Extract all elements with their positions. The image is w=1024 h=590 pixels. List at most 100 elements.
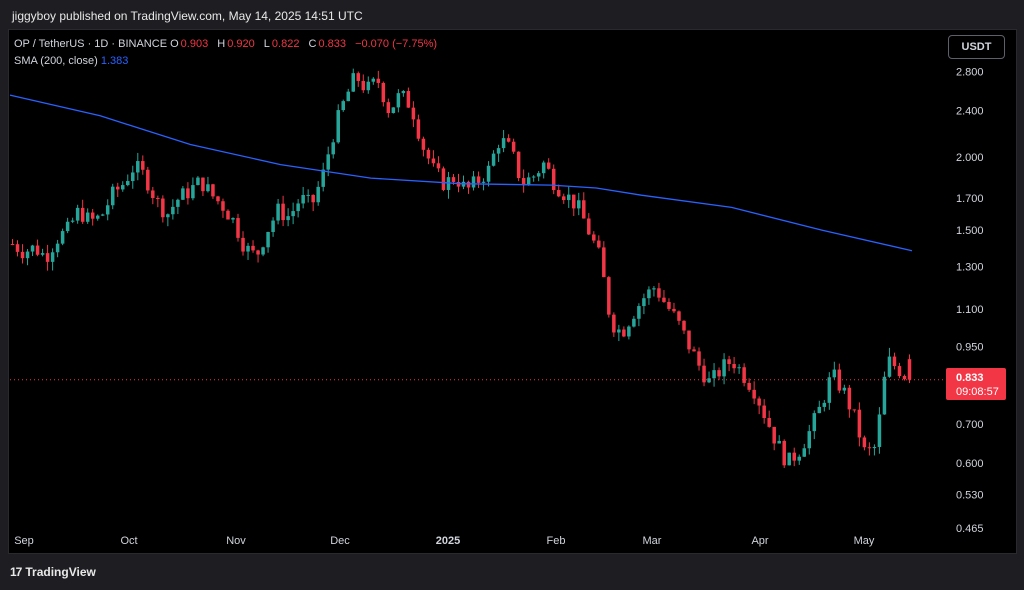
- candle-body: [822, 402, 827, 407]
- candle-body: [526, 177, 531, 186]
- candle-body: [201, 177, 205, 192]
- candle-body: [151, 190, 155, 199]
- candle-body: [642, 298, 646, 307]
- candle-body: [727, 359, 731, 365]
- candle-body: [156, 198, 160, 200]
- candle-body: [722, 359, 726, 377]
- candle-body: [657, 288, 661, 298]
- candle-body: [226, 210, 230, 220]
- candle-body: [326, 154, 330, 170]
- candle-body: [431, 158, 436, 164]
- candle-body: [126, 181, 130, 186]
- y-tick-label: 2.800: [956, 66, 984, 78]
- candle-body: [647, 289, 651, 299]
- candle-body: [306, 194, 310, 196]
- candle-body: [852, 409, 857, 411]
- tradingview-logo[interactable]: 17 TradingView: [10, 565, 96, 579]
- candle-body: [582, 200, 586, 219]
- candle-body: [451, 177, 456, 182]
- candle-body: [321, 169, 325, 187]
- symbol-info: OP / TetherUS · 1D · BINANCE: [14, 38, 168, 50]
- candle-body: [45, 253, 50, 262]
- candle-body: [697, 351, 701, 366]
- candle-body: [717, 370, 721, 377]
- candle-body: [577, 200, 581, 209]
- candle-body: [30, 245, 35, 252]
- y-tick-label: 1.300: [956, 261, 984, 273]
- candle-body: [246, 245, 250, 252]
- candle-body: [266, 231, 270, 248]
- candle-body: [897, 366, 902, 376]
- candle-body: [341, 101, 345, 111]
- candle-body: [817, 406, 822, 414]
- candle-body: [867, 447, 872, 449]
- candle-body: [411, 107, 416, 120]
- x-tick-label: May: [854, 535, 875, 547]
- candle-body: [652, 288, 656, 290]
- candle-body: [662, 297, 666, 302]
- change-value: −0.070 (−7.75%): [355, 38, 438, 50]
- candle-body: [105, 205, 110, 215]
- candle-body: [637, 306, 641, 319]
- candle-body: [55, 243, 60, 253]
- candle-body: [35, 245, 40, 255]
- y-tick-label: 1.700: [956, 193, 984, 205]
- candle-body: [136, 161, 140, 173]
- candle-body: [251, 245, 255, 251]
- brand-name: TradingView: [25, 565, 96, 579]
- candle-countdown: 09:08:57: [956, 386, 999, 398]
- chart-panel[interactable]: [8, 29, 1017, 554]
- candle-body: [516, 151, 521, 179]
- currency-button[interactable]: USDT: [948, 35, 1005, 59]
- candle-body: [742, 367, 746, 383]
- sma-legend[interactable]: SMA (200, close) 1.383: [14, 55, 128, 67]
- sma-label: SMA (200, close): [14, 55, 98, 67]
- publisher-text: jiggyboy published on TradingView.com, M…: [12, 9, 363, 23]
- candle-body: [667, 301, 671, 309]
- high-value: 0.920: [227, 38, 255, 50]
- open-label: O: [170, 38, 179, 50]
- y-tick-label: 1.100: [956, 304, 984, 316]
- candle-body: [456, 181, 461, 187]
- y-tick-label: 2.400: [956, 105, 984, 117]
- candle-body: [166, 214, 170, 218]
- low-label: L: [263, 38, 270, 50]
- x-tick-label: Feb: [547, 535, 566, 547]
- candle-body: [276, 203, 280, 221]
- candle-body: [827, 377, 832, 403]
- candle-body: [632, 318, 636, 327]
- candle-body: [311, 194, 315, 203]
- candle-body: [376, 78, 381, 83]
- candle-body: [90, 212, 95, 219]
- candle-body: [612, 314, 616, 333]
- candle-body: [371, 78, 376, 82]
- candle-body: [772, 426, 776, 444]
- candle-body: [291, 211, 295, 217]
- candle-body: [792, 452, 796, 461]
- candle-body: [25, 251, 30, 259]
- candle-body: [336, 110, 340, 143]
- candle-body: [757, 398, 761, 406]
- candle-body: [120, 185, 125, 190]
- open-value: 0.903: [180, 38, 209, 50]
- last-price-value: 0.833: [956, 372, 984, 384]
- candle-body: [391, 107, 396, 114]
- candle-body: [777, 440, 781, 444]
- candle-body: [216, 196, 220, 202]
- candle-body: [877, 414, 882, 447]
- candle-body: [231, 218, 235, 220]
- y-tick-label: 0.530: [956, 490, 984, 502]
- y-tick-label: 1.500: [956, 225, 984, 237]
- y-tick-label: 2.000: [956, 152, 984, 164]
- candle-body: [837, 369, 842, 391]
- candle-body: [501, 138, 506, 149]
- candle-body: [406, 91, 411, 108]
- candle-body: [677, 311, 681, 321]
- candle-body: [682, 320, 686, 331]
- candle-body: [10, 244, 15, 246]
- candle-body: [807, 431, 812, 449]
- y-tick-label: 0.950: [956, 341, 984, 353]
- candle-body: [15, 244, 20, 252]
- x-tick-label: Dec: [330, 535, 350, 547]
